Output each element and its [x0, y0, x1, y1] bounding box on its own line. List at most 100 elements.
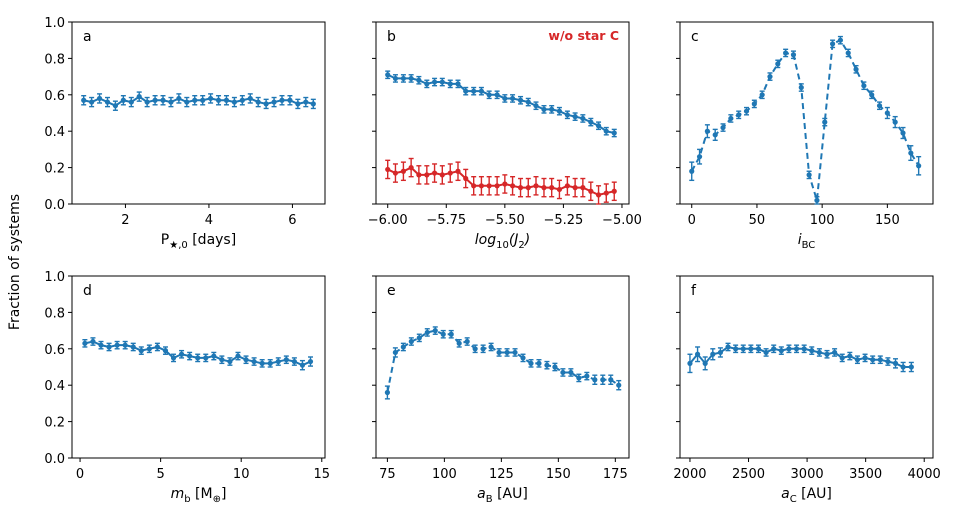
data-point [263, 101, 269, 107]
data-point [616, 382, 622, 388]
x-tick-label-e: 150 [546, 467, 571, 482]
data-point [588, 188, 594, 194]
data-point [440, 331, 446, 337]
data-point [400, 344, 406, 350]
panel-letter-f: f [691, 283, 697, 299]
data-point [90, 338, 96, 345]
data-point [767, 74, 773, 80]
x-tick-label-f: 4000 [908, 467, 941, 482]
series-f-0 [687, 342, 914, 374]
data-point [385, 166, 391, 173]
x-label-f: aC [AU] [781, 486, 832, 505]
data-point [509, 95, 516, 102]
y-tick-label-a: 0.0 [44, 198, 65, 213]
data-point [595, 192, 602, 198]
x-tick-label-a: 6 [288, 213, 296, 228]
data-point [494, 92, 500, 98]
data-point [455, 81, 461, 87]
data-point [400, 75, 407, 82]
data-point [608, 377, 614, 383]
data-point [478, 183, 485, 189]
data-point [81, 97, 87, 103]
data-point [728, 115, 734, 122]
data-point [104, 99, 111, 105]
data-point [494, 183, 500, 189]
x-tick-label-d: 15 [314, 467, 331, 482]
annotation-b: w/o star C [548, 28, 619, 43]
x-tick-label-b: −5.50 [485, 213, 525, 228]
data-point [572, 114, 578, 120]
data-point [689, 168, 695, 174]
data-point [227, 358, 233, 365]
data-point [408, 75, 414, 82]
data-point [790, 52, 797, 58]
data-point [544, 362, 550, 368]
data-point [439, 79, 445, 85]
data-point [560, 369, 566, 376]
data-point [283, 357, 289, 363]
data-point [130, 344, 136, 350]
data-point [152, 97, 158, 103]
data-point [900, 364, 906, 370]
data-point [556, 186, 563, 193]
data-point [900, 130, 906, 136]
series-a-0 [81, 91, 316, 111]
data-point [720, 124, 726, 131]
x-tick-label-b: −5.00 [602, 213, 642, 228]
data-point [611, 188, 617, 194]
data-point [187, 353, 193, 359]
x-tick-label-b: −5.25 [543, 213, 583, 228]
data-point [814, 197, 820, 203]
x-label-e: aB [AU] [477, 486, 528, 505]
data-point [208, 95, 214, 102]
panel-letter-e: e [387, 283, 396, 299]
data-point [549, 106, 555, 112]
data-point [464, 338, 470, 345]
data-point [755, 346, 762, 352]
x-tick-label-a: 2 [121, 213, 129, 228]
data-point [696, 154, 703, 160]
series-d-0 [82, 337, 314, 371]
data-point [456, 340, 462, 346]
data-point [908, 150, 914, 156]
data-point [576, 375, 582, 381]
data-point [775, 61, 781, 67]
data-point [517, 185, 524, 191]
y-tick-label-a: 0.2 [44, 162, 65, 177]
data-point [431, 79, 438, 85]
data-point [580, 185, 586, 191]
data-point [486, 92, 492, 98]
data-point [884, 110, 890, 116]
data-point [603, 190, 609, 196]
data-point [824, 351, 830, 357]
y-tick-label-d: 0.4 [44, 379, 65, 394]
data-point [839, 355, 845, 361]
data-point [392, 75, 399, 82]
data-point [144, 99, 150, 105]
data-point [138, 348, 144, 354]
data-point [710, 351, 716, 357]
axes-frame-d [71, 275, 326, 459]
data-point [122, 342, 128, 348]
data-point [584, 373, 590, 379]
data-point [748, 346, 754, 352]
panel-f: 2000 2500 3000 3500 4000 f aC [AU] [673, 275, 941, 505]
data-point [536, 360, 542, 366]
data-point [517, 97, 524, 103]
data-point [847, 353, 853, 359]
data-point [192, 97, 198, 103]
series-e-0 [384, 326, 622, 400]
data-point [854, 357, 861, 363]
data-point [400, 168, 407, 174]
data-point [136, 94, 142, 100]
data-point [170, 355, 177, 361]
data-point [160, 97, 166, 103]
data-point [528, 360, 534, 366]
series-b-0 [385, 70, 617, 138]
x-tick-label-e: 100 [432, 467, 457, 482]
data-point [89, 99, 95, 105]
axes-frame-a [71, 21, 326, 205]
y-tick-label-a: 0.6 [44, 89, 65, 104]
data-point [822, 119, 828, 125]
